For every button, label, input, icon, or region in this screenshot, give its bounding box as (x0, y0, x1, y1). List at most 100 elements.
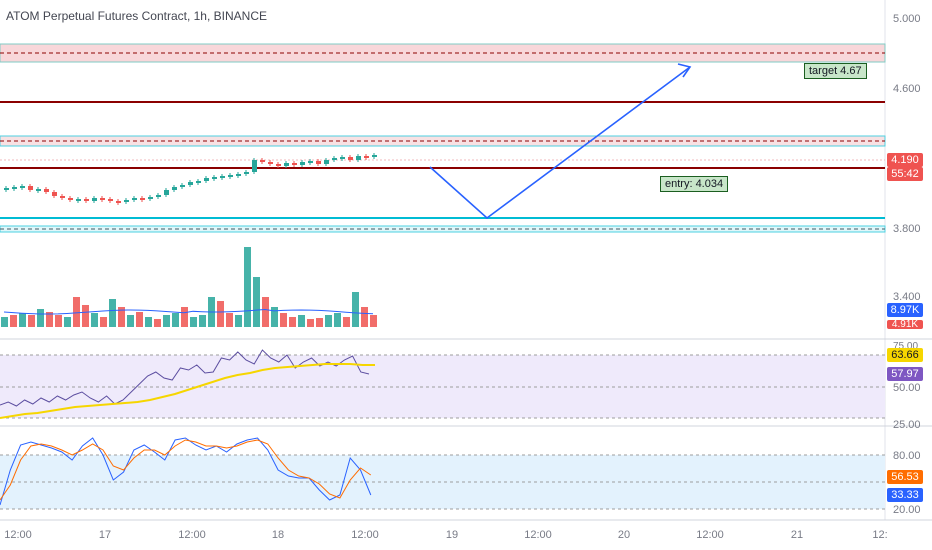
price-tick: 3.800 (893, 223, 921, 235)
rsi-line (0, 349, 370, 407)
volume-bar (46, 312, 53, 327)
candle (260, 160, 265, 162)
volume-bar (118, 307, 125, 327)
candle (276, 164, 281, 166)
rsi-ma-line (0, 363, 375, 419)
chart-title[interactable]: ATOM Perpetual Futures Contract, 1h, BIN… (6, 9, 267, 23)
rsi-tag: 57.97 (887, 367, 923, 381)
entry-label[interactable]: entry: 4.034 (660, 176, 729, 192)
candle (52, 192, 57, 196)
volume-bar (73, 297, 80, 327)
candle (124, 200, 129, 202)
volume-bar (316, 318, 323, 327)
volume-bar (271, 307, 278, 327)
rsi-tick: 75.00 (893, 341, 918, 352)
time-tick: 12: (872, 529, 887, 541)
candle (156, 195, 161, 197)
volume-bar (127, 315, 134, 327)
candle (324, 160, 329, 164)
time-tick: 12:00 (4, 529, 32, 541)
volume-bar (235, 315, 242, 327)
volume-ma-tag: 4.91K (887, 320, 923, 329)
candle (92, 198, 97, 201)
candle (108, 199, 113, 201)
candle (284, 163, 289, 166)
time-tick: 21 (791, 529, 803, 541)
volume-bar (226, 313, 233, 327)
price-tick: 4.600 (893, 83, 921, 95)
stoch-tick: 80.00 (893, 450, 921, 462)
volume-bar (100, 317, 107, 327)
time-tick: 12:00 (351, 529, 379, 541)
candle (100, 198, 105, 200)
candle (356, 156, 361, 160)
stoch-d-line (0, 439, 372, 501)
time-tick: 20 (618, 529, 630, 541)
volume-bar (262, 297, 269, 327)
volume-bar (199, 315, 206, 327)
volume-bar (181, 307, 188, 327)
volume-bar (1, 317, 8, 327)
volume-tag: 8.97K (887, 303, 923, 317)
candle (244, 172, 249, 174)
candle (228, 175, 233, 177)
candle (132, 198, 137, 200)
time-tick: 12:00 (178, 529, 206, 541)
candle (204, 178, 209, 181)
volume-bar (154, 319, 161, 327)
volume-bar (136, 312, 143, 327)
candle (4, 188, 9, 190)
candle (60, 196, 65, 198)
volume-bar (109, 299, 116, 327)
volume-pane[interactable] (1, 247, 377, 327)
candle (148, 197, 153, 199)
target-label[interactable]: target 4.67 (804, 63, 867, 79)
candle (332, 158, 337, 160)
last-price-tag: 4.190 (887, 153, 923, 167)
volume-bar (190, 317, 197, 327)
candle (348, 157, 353, 160)
volume-bar (37, 309, 44, 327)
time-axis[interactable]: 12:00 17 12:00 18 12:00 19 12:00 20 12:00 21 12: (4, 529, 887, 541)
candle (300, 162, 305, 165)
candle (316, 161, 321, 164)
volume-bar (55, 315, 62, 327)
rsi-tick: 50.00 (893, 382, 921, 394)
candle (180, 185, 185, 187)
candle (28, 186, 33, 190)
volume-bar (307, 319, 314, 327)
stoch-k-tag: 33.33 (887, 488, 923, 502)
candle (364, 156, 369, 158)
candle (76, 199, 81, 201)
arrow-head-icon (677, 63, 692, 78)
volume-bar (280, 313, 287, 327)
projected-path[interactable] (429, 66, 691, 220)
candle (20, 186, 25, 188)
volume-bar (82, 305, 89, 327)
candle (340, 157, 345, 159)
candle (140, 198, 145, 200)
candle (212, 177, 217, 179)
candle (220, 176, 225, 178)
volume-bar (244, 247, 251, 327)
time-tick: 18 (272, 529, 284, 541)
candle (196, 181, 201, 183)
stoch-background (0, 455, 885, 509)
candle (164, 190, 169, 195)
volume-bar (19, 313, 26, 327)
countdown-tag: 55:42 (887, 167, 923, 181)
candle (188, 182, 193, 185)
price-tick: 5.000 (893, 13, 921, 25)
rsi-tick: 25.00 (893, 419, 921, 431)
volume-bar (64, 317, 71, 327)
time-tick: 12:00 (524, 529, 552, 541)
volume-ma-line (3, 309, 374, 315)
time-tick: 17 (99, 529, 111, 541)
candles-group[interactable] (4, 153, 377, 205)
rsi-ma-tag: 63.66 (887, 348, 923, 362)
volume-bar (298, 315, 305, 327)
candle (252, 160, 257, 172)
candle (68, 198, 73, 200)
